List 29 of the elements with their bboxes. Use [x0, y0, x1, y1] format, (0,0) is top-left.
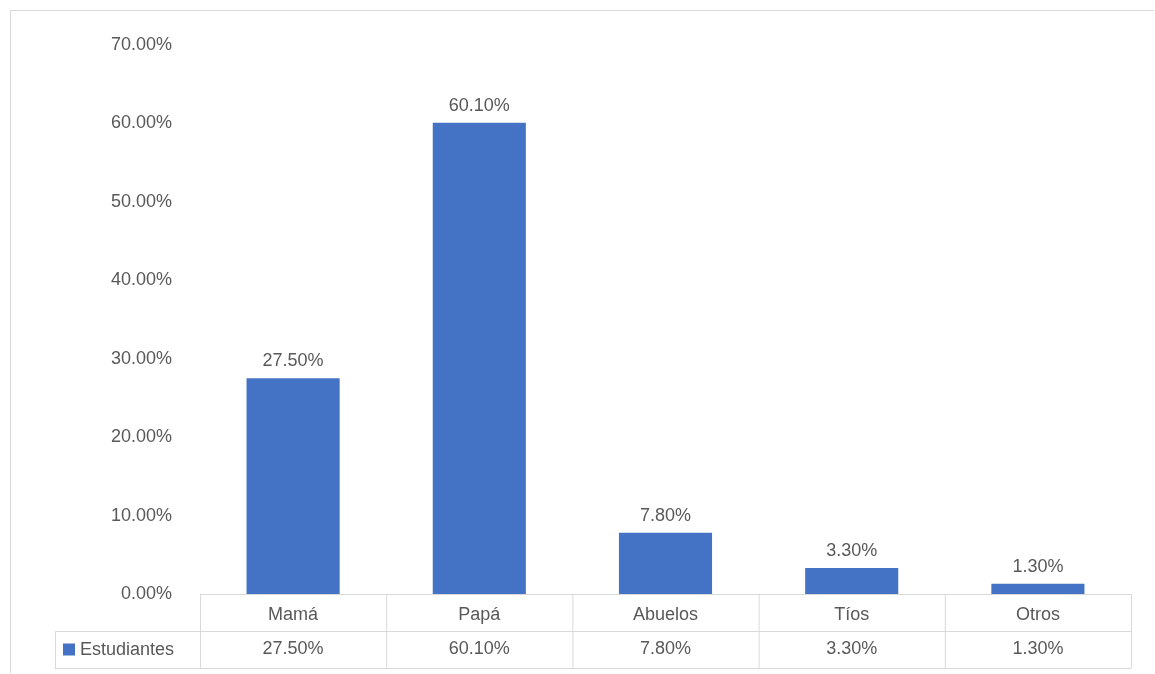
x-tick-label: Tíos [834, 603, 870, 624]
x-tick-label: Otros [1015, 603, 1060, 624]
data-label: 27.50% [262, 638, 324, 659]
y-tick-label: 50.00% [110, 190, 172, 211]
text: 3.30% [826, 540, 878, 561]
legend-label: Estudiantes [80, 639, 175, 660]
data-label: 1.30% [1012, 638, 1064, 659]
bar [432, 122, 526, 594]
data-label: 7.80% [639, 638, 692, 659]
x-tick-label: Mamá [268, 603, 320, 624]
y-tick-label: 0.00% [120, 582, 172, 603]
text: 60.10% [448, 94, 510, 115]
y-tick-label: 40.00% [110, 269, 172, 290]
y-tick-label: 70.00% [110, 33, 172, 54]
x-tick-label: Papá [458, 603, 502, 624]
bar [805, 568, 899, 594]
bar [618, 532, 713, 594]
text: 1.30% [1012, 555, 1064, 576]
data-label: 3.30% [826, 638, 878, 659]
y-tick-label: 60.00% [110, 112, 172, 133]
y-tick-label: 20.00% [110, 426, 172, 447]
text: 27.50% [262, 350, 324, 371]
y-tick-label: 30.00% [110, 347, 172, 368]
y-tick-label: 10.00% [110, 504, 172, 525]
bar [991, 583, 1085, 594]
text: 7.80% [639, 504, 692, 525]
data-label: 60.10% [448, 638, 510, 659]
bar [246, 378, 340, 594]
x-tick-label: Abuelos [632, 603, 699, 624]
